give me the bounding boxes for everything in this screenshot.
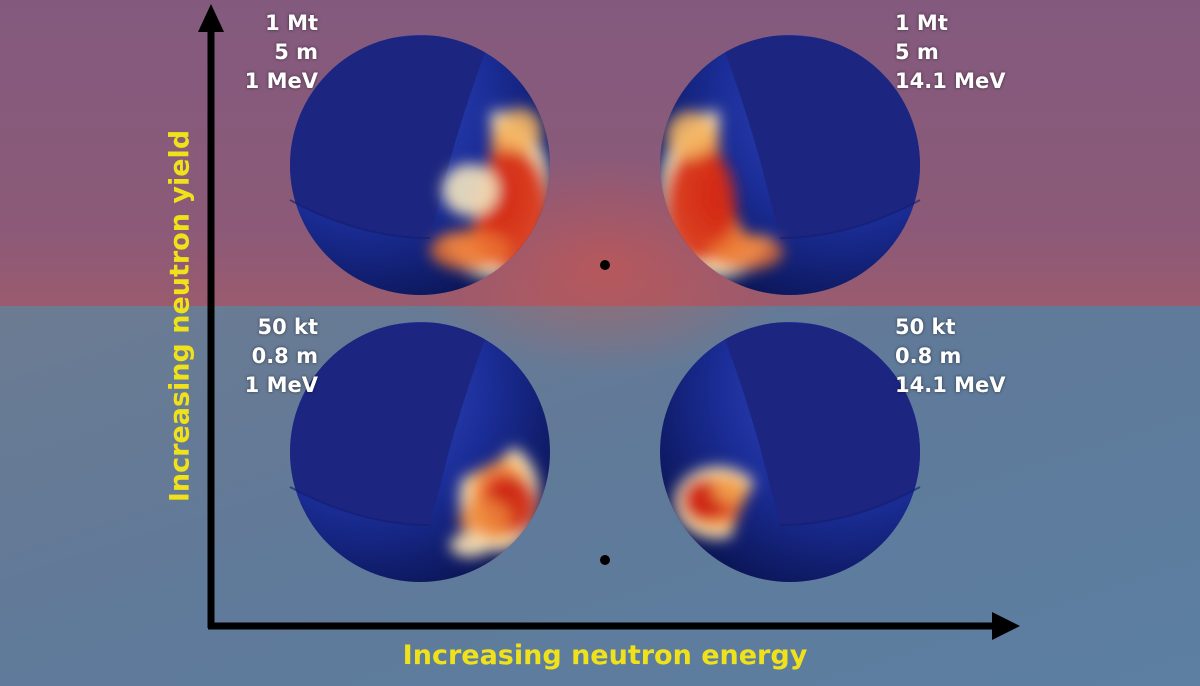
x-axis-title: Increasing neutron energy	[402, 640, 808, 671]
label-bottom-left: 50 kt 0.8 m 1 MeV	[170, 313, 318, 400]
label-top-left: 1 Mt 5 m 1 MeV	[170, 9, 318, 96]
y-axis-arrow	[198, 4, 224, 628]
energy-value: 14.1 MeV	[895, 69, 1006, 93]
yield-value: 50 kt	[895, 315, 956, 339]
yield-value: 1 Mt	[265, 11, 318, 35]
yield-value: 50 kt	[257, 315, 318, 339]
radius-value: 0.8 m	[251, 344, 318, 368]
yield-value: 1 Mt	[895, 11, 948, 35]
energy-value: 1 MeV	[244, 69, 318, 93]
center-point-top	[600, 260, 610, 270]
y-axis-title: Increasing neutron yield	[164, 129, 196, 503]
center-point-bottom	[600, 555, 610, 565]
sphere-bottom-left	[289, 322, 550, 582]
label-bottom-right: 50 kt 0.8 m 14.1 MeV	[895, 313, 1006, 400]
sphere-top-right	[660, 35, 921, 295]
radius-value: 0.8 m	[895, 344, 962, 368]
x-axis-arrow	[208, 612, 1020, 640]
energy-value: 14.1 MeV	[895, 373, 1006, 397]
label-top-right: 1 Mt 5 m 14.1 MeV	[895, 9, 1006, 96]
radius-value: 5 m	[895, 40, 939, 64]
energy-value: 1 MeV	[244, 373, 318, 397]
sphere-bottom-right	[660, 322, 921, 582]
radius-value: 5 m	[274, 40, 318, 64]
